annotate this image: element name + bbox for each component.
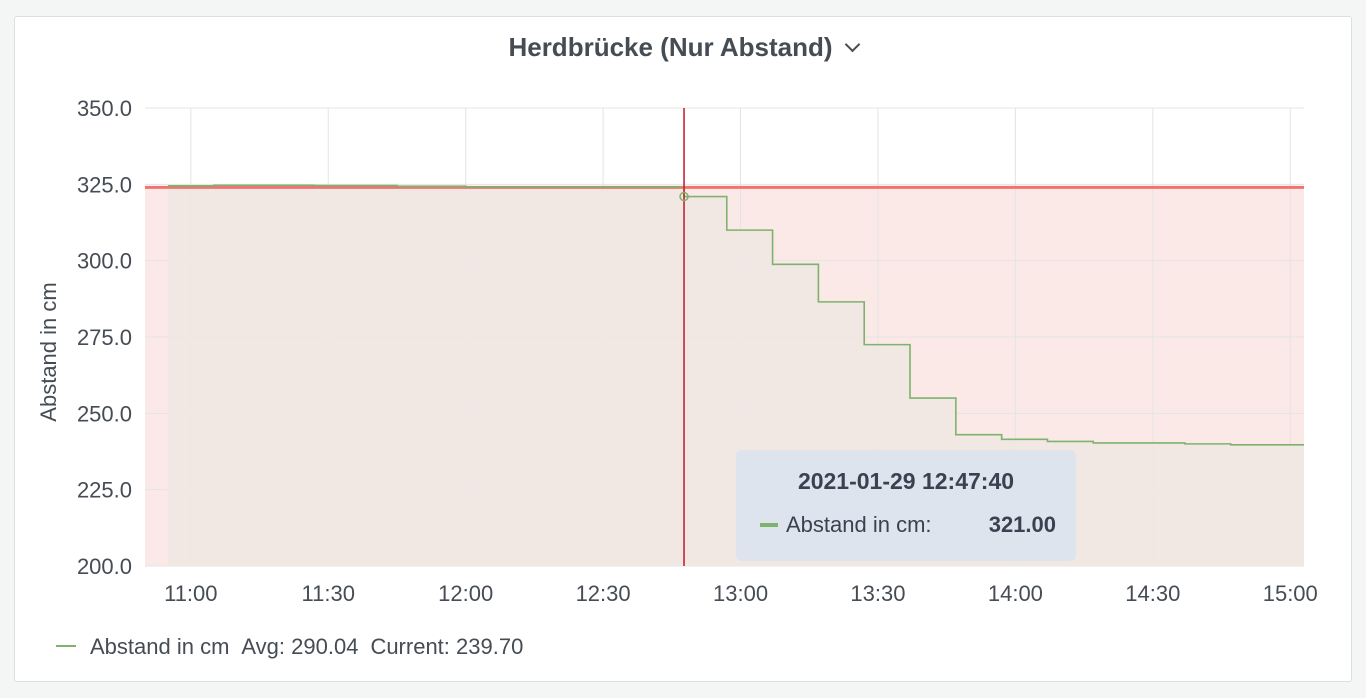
x-axis-ticks: 11:00 11:30 12:00 12:30 13:00 13:30 14:00 14:30… (164, 581, 1318, 606)
x-tick-label: 13:00 (713, 581, 768, 606)
series-line (167, 184, 1304, 446)
tooltip-series-value: 321.00 (988, 512, 1056, 537)
hover-point (679, 191, 689, 202)
y-tick-label: 250.0 (77, 401, 132, 426)
legend-series-name[interactable]: Abstand in cm (90, 634, 230, 659)
y-axis-label: Abstand in cm (36, 282, 61, 421)
y-tick-label: 300.0 (77, 249, 132, 274)
panel-header[interactable]: Herdbrücke (Nur Abstand) (15, 29, 1351, 65)
y-tick-label: 350.0 (77, 96, 132, 121)
x-tick-label: 12:30 (576, 581, 631, 606)
x-tick-label: 11:00 (164, 581, 217, 606)
legend: Abstand in cm Avg: 290.04 Current: 239.70 (56, 633, 535, 661)
legend-series-swatch[interactable] (56, 645, 76, 648)
x-tick-label: 13:30 (850, 581, 905, 606)
y-tick-label: 325.0 (77, 172, 132, 197)
legend-avg: Avg: 290.04 (241, 634, 359, 659)
hover-tooltip: 2021-01-29 12:47:40 Abstand in cm: 321.0… (736, 450, 1076, 561)
y-tick-label: 225.0 (77, 478, 132, 503)
y-tick-label: 275.0 (77, 325, 132, 350)
crosshair (679, 108, 689, 566)
x-tick-label: 14:30 (1125, 581, 1180, 606)
tooltip-series-swatch (760, 523, 778, 527)
x-tick-label: 14:00 (988, 581, 1043, 606)
tooltip-time: 2021-01-29 12:47:40 (797, 468, 1015, 494)
tooltip-row: Abstand in cm: 321.00 (760, 512, 1056, 540)
x-tick-label: 15:00 (1263, 581, 1318, 606)
panel-title[interactable]: Herdbrücke (Nur Abstand) (508, 32, 833, 62)
legend-current: Current: 239.70 (370, 634, 524, 659)
tooltip-series-label: Abstand in cm: (786, 512, 932, 537)
series-lines (167, 184, 1304, 446)
x-tick-label: 11:30 (302, 581, 355, 606)
y-axis-ticks: 200.0 225.0 250.0 275.0 300.0 325.0 350.0 (77, 96, 132, 579)
x-tick-label: 12:00 (438, 581, 493, 606)
y-tick-label: 200.0 (77, 554, 132, 579)
